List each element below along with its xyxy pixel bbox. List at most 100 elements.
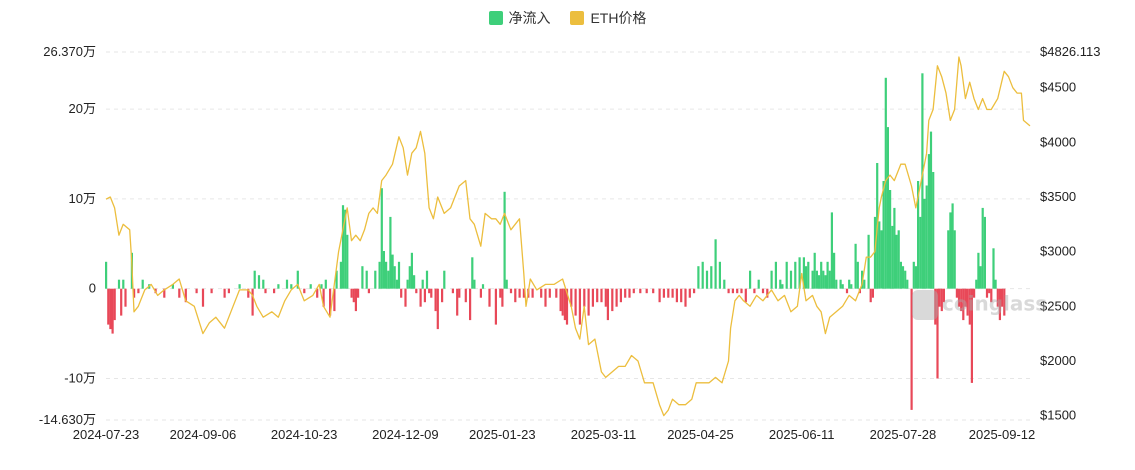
inflow-bar: [352, 288, 355, 303]
inflow-bar: [856, 261, 859, 289]
inflow-bar: [824, 275, 827, 289]
inflow-bar: [320, 284, 323, 289]
inflow-bar: [839, 279, 842, 289]
inflow-bar: [962, 288, 965, 321]
inflow-bar: [583, 288, 586, 307]
right-tick-label: $3500: [1040, 189, 1076, 204]
inflow-bar: [113, 288, 116, 321]
inflow-bar: [917, 181, 920, 289]
inflow-bar: [344, 209, 347, 289]
inflow-bar: [141, 279, 144, 289]
inflow-bar: [871, 288, 874, 298]
inflow-bar: [247, 288, 250, 298]
inflow-bar: [251, 288, 254, 316]
inflow-bar: [137, 288, 140, 294]
legend-item-inflow[interactable]: 净流入: [488, 8, 551, 28]
inflow-bar: [983, 216, 986, 289]
left-axis-ticks: 26.370万 20万 10万 0 -10万 -14.630万: [39, 44, 96, 427]
left-tick-label: -14.630万: [39, 412, 96, 427]
inflow-bar: [891, 225, 894, 289]
inflow-bar: [899, 261, 902, 289]
inflow-bar: [391, 254, 394, 289]
inflow-bar: [975, 279, 978, 289]
right-tick-label: $2500: [1040, 298, 1076, 313]
inflow-bar: [949, 212, 952, 289]
inflow-bar: [723, 279, 726, 289]
inflow-bar: [178, 288, 181, 298]
inflow-bar: [393, 266, 396, 289]
chart-legend: 净流入 ETH价格: [0, 8, 1135, 28]
inflow-bar: [316, 288, 319, 298]
inflow-bar: [880, 230, 883, 289]
inflow-bar: [1003, 288, 1006, 316]
legend-swatch-price: [570, 11, 585, 25]
inflow-bar: [848, 279, 851, 289]
inflow-bar: [322, 288, 325, 307]
inflow-bar: [423, 288, 426, 303]
inflow-bar: [753, 288, 756, 294]
inflow-bar: [658, 288, 661, 303]
inflow-bar: [238, 284, 241, 289]
inflow-bar: [277, 284, 280, 289]
inflow-bar: [257, 275, 261, 289]
inflow-bar: [404, 288, 407, 307]
inflow-bar: [514, 288, 517, 303]
inflow-bar: [830, 212, 833, 289]
inflow-bar: [826, 261, 829, 289]
right-tick-label: $4000: [1040, 134, 1076, 149]
inflow-bar: [968, 288, 971, 325]
inflow-bar: [421, 279, 424, 289]
inflow-bar: [365, 270, 368, 289]
x-axis-ticks: 2024-07-23 2024-09-06 2024-10-23 2024-12-09…: [73, 427, 1036, 442]
inflow-bar: [895, 234, 898, 289]
inflow-bar: [929, 131, 933, 289]
inflow-bar: [406, 279, 409, 289]
inflow-bar: [841, 284, 844, 289]
inflow-bar: [701, 261, 704, 289]
inflow-bar: [794, 261, 797, 289]
inflow-bar: [335, 270, 338, 289]
inflow-bar: [434, 288, 437, 312]
inflow-bar: [863, 279, 866, 289]
inflow-bar: [357, 288, 360, 298]
inflow-bar: [718, 261, 721, 289]
inflow-bar: [262, 279, 265, 289]
x-tick-label: 2025-06-11: [769, 427, 835, 442]
inflow-bar: [382, 251, 385, 289]
inflow-bar: [223, 288, 226, 298]
inflow-bar: [285, 279, 289, 289]
inflow-bar: [210, 288, 213, 294]
inflow-bar: [705, 270, 709, 289]
inflow-bar: [430, 288, 433, 298]
inflow-bar: [884, 77, 887, 289]
inflow-bar: [813, 252, 816, 289]
inflow-bar: [960, 288, 963, 312]
inflow-bar: [451, 288, 454, 294]
inflow-bar: [925, 185, 928, 289]
inflow-bar: [436, 288, 439, 330]
inflow-bar: [957, 288, 961, 307]
inflow-bar: [428, 288, 431, 294]
inflow-bar: [410, 252, 413, 289]
inflow-bar: [469, 288, 472, 321]
inflow-bar: [951, 203, 954, 289]
right-tick-label: $3000: [1040, 244, 1076, 259]
inflow-bar: [531, 288, 534, 298]
inflow-bar: [990, 288, 993, 303]
inflow-bar: [632, 288, 635, 294]
x-tick-label: 2025-04-25: [667, 427, 734, 442]
inflow-bar: [662, 288, 665, 298]
inflow-bar: [195, 288, 198, 294]
inflow-bar: [774, 261, 777, 289]
inflow-bar: [869, 288, 872, 303]
inflow-bar: [942, 288, 945, 303]
inflow-bar: [303, 288, 306, 294]
legend-swatch-inflow: [488, 11, 503, 25]
inflow-bar: [389, 216, 392, 289]
inflow-bar: [350, 288, 353, 298]
legend-item-price[interactable]: ETH价格: [570, 8, 646, 28]
x-tick-label: 2024-12-09: [372, 427, 439, 442]
inflow-bar: [878, 221, 881, 289]
inflow-bar: [697, 266, 700, 289]
